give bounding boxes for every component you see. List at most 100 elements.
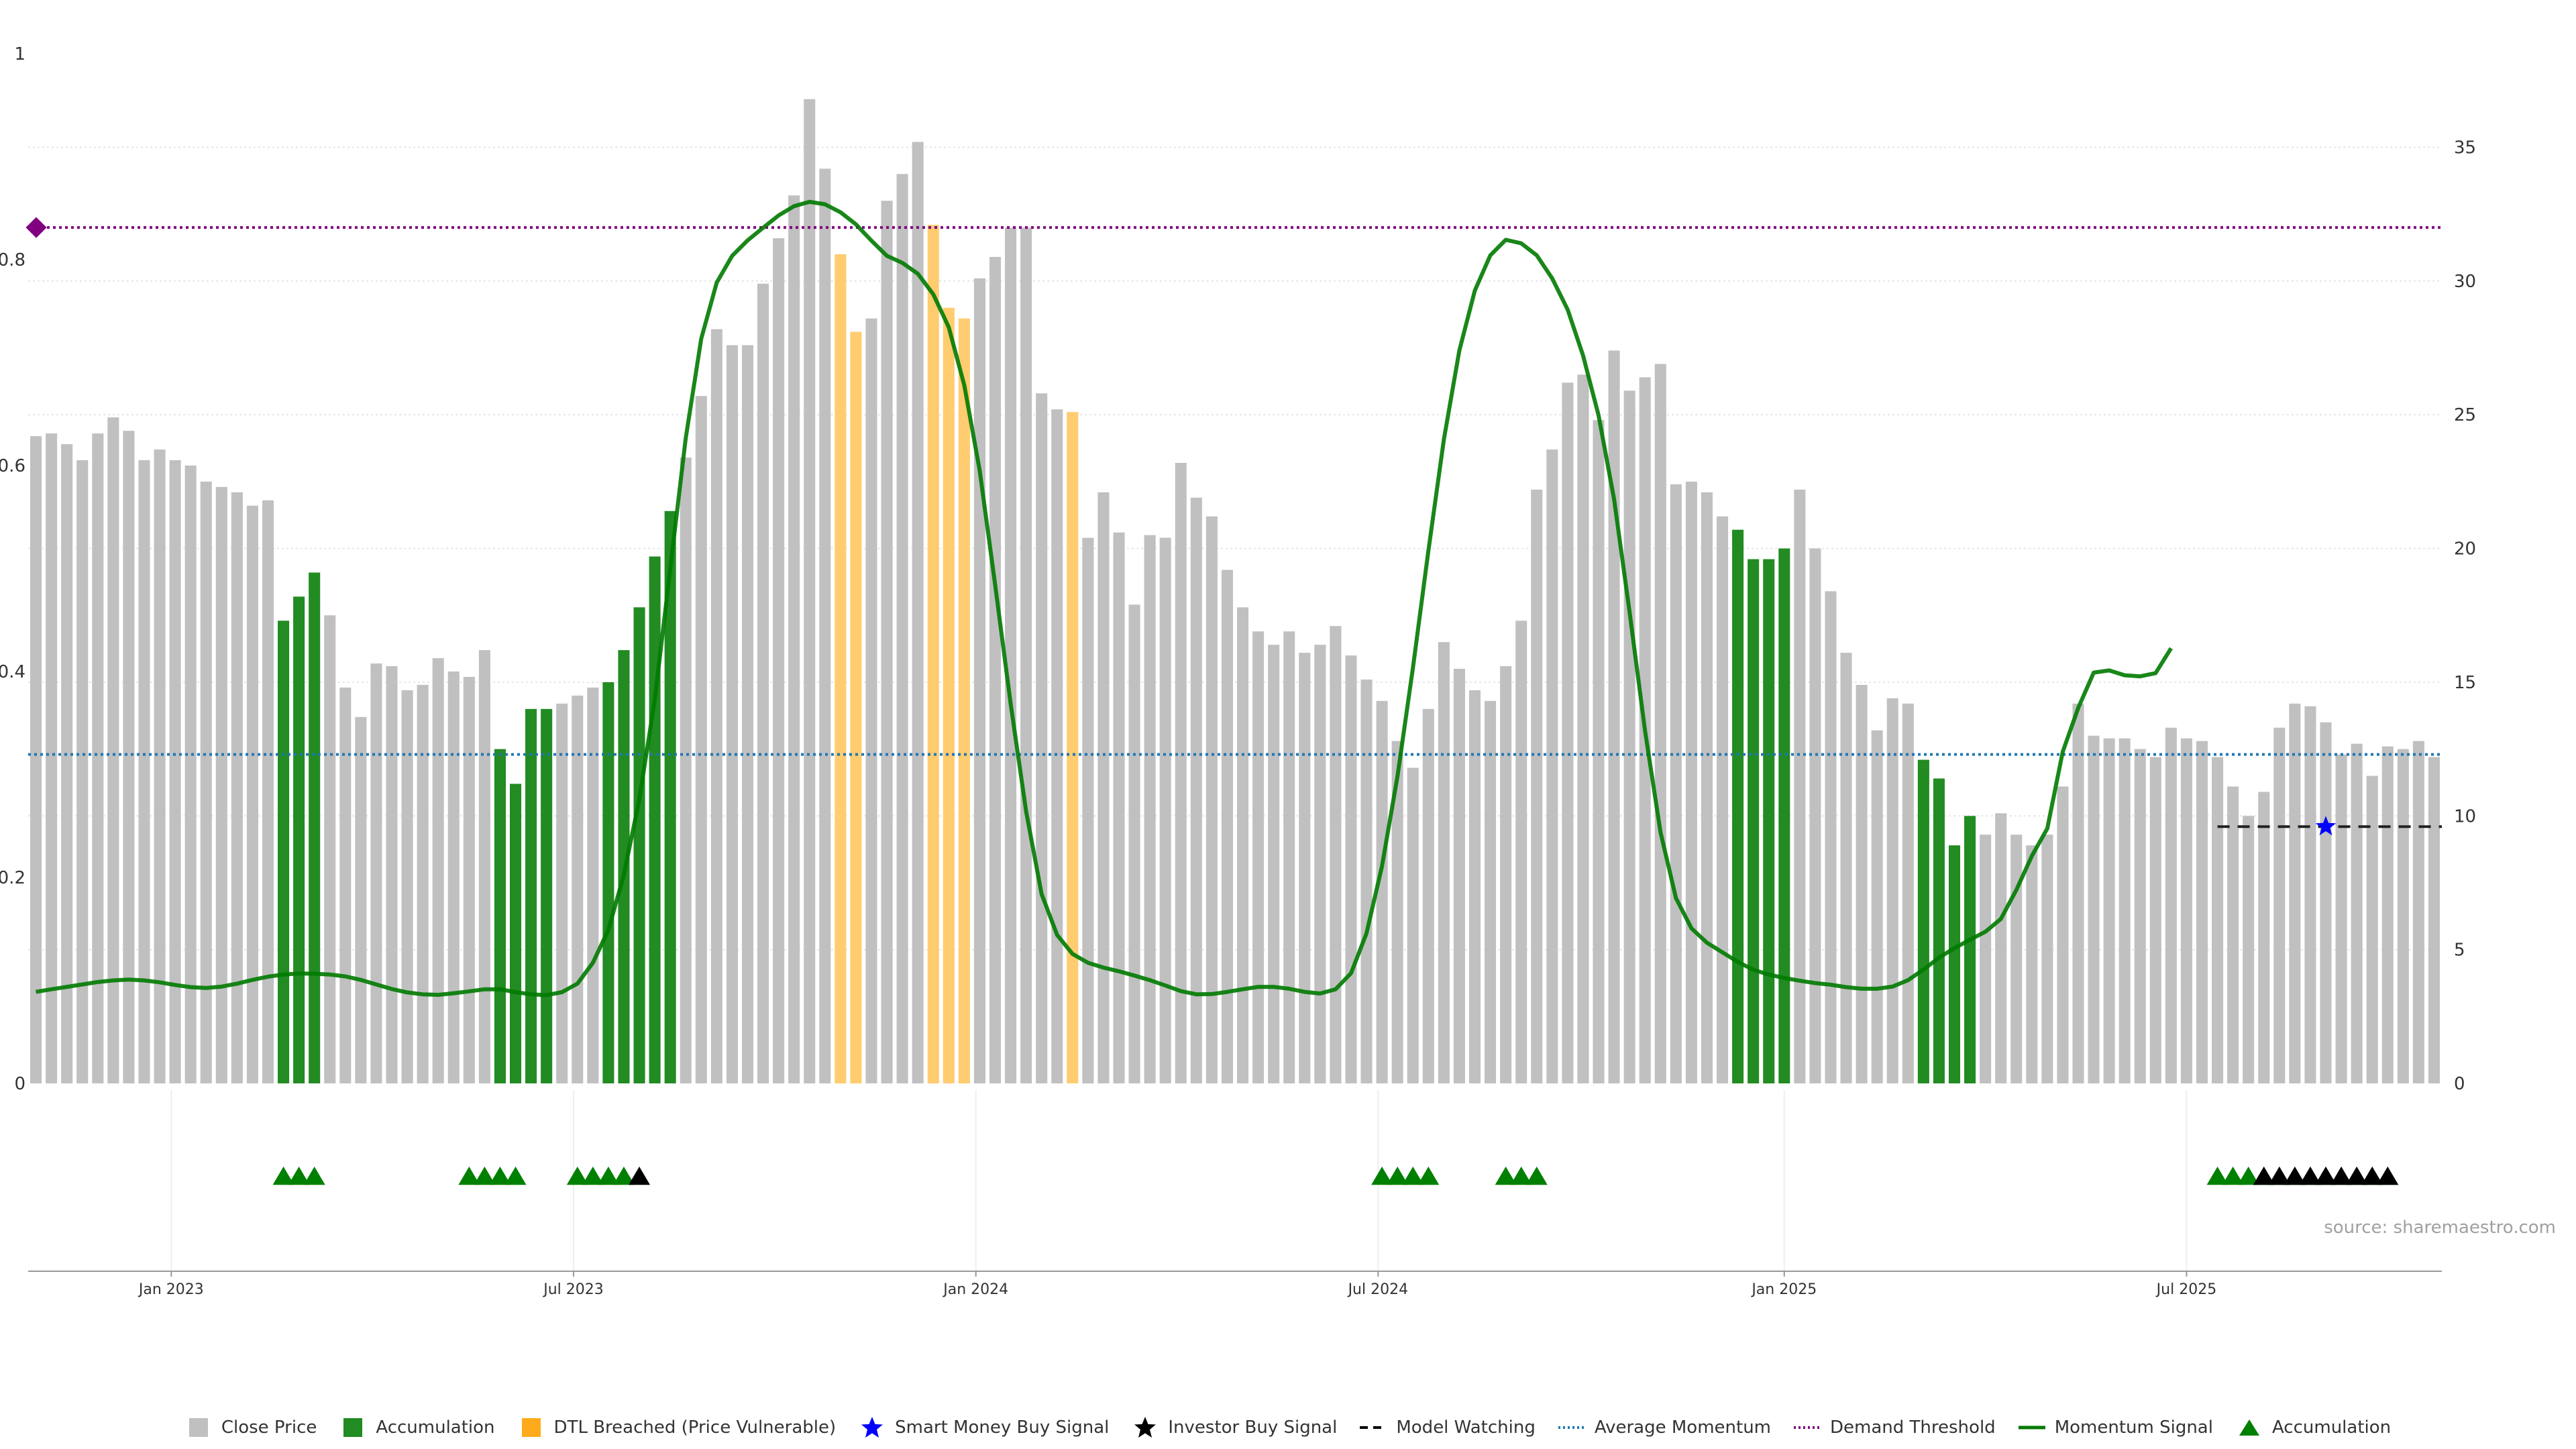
close-price-bar	[463, 676, 475, 1083]
right-axis-tick-label: 15	[2454, 673, 2476, 693]
close-price-bar	[1995, 813, 2007, 1083]
close-price-bar	[1020, 227, 1032, 1083]
close-price-bar	[1886, 698, 1898, 1083]
accumulation-bar	[664, 511, 676, 1083]
close-price-bar	[1283, 631, 1295, 1083]
accumulation-marker	[1495, 1167, 1517, 1185]
close-price-bar	[231, 492, 243, 1083]
close-price-bar	[2180, 738, 2192, 1083]
investor-buy-marker	[2346, 1167, 2368, 1185]
legend-label-demand-threshold: Demand Threshold	[1830, 1417, 1996, 1438]
close-price-bar	[2412, 741, 2424, 1083]
close-price-bar	[1980, 835, 1992, 1083]
momentum-signal-line	[36, 199, 2173, 998]
right-axis-tick-label: 30	[2454, 272, 2476, 292]
close-price-bar	[1608, 350, 1620, 1083]
legend-smart-money: Smart Money Buy Signal	[859, 1417, 1109, 1438]
close-price-bar	[1593, 420, 1605, 1083]
close-price-bar	[819, 168, 831, 1084]
close-price-bar	[912, 142, 924, 1084]
accumulation-marker	[1402, 1167, 1424, 1185]
close-price-bar	[92, 433, 104, 1083]
accumulation-bar	[525, 708, 537, 1083]
close-price-bar	[881, 201, 893, 1084]
close-price-bar	[1856, 684, 1868, 1083]
close-price-bar	[1268, 645, 1280, 1083]
accumulation-marker	[582, 1167, 604, 1185]
close-price-bar	[1097, 492, 1110, 1083]
close-price-bar	[2103, 738, 2115, 1083]
star-icon	[861, 1417, 883, 1438]
left-axis-tick-label: 0	[14, 1074, 25, 1094]
close-price-bar	[741, 345, 754, 1083]
close-price-bar	[1701, 492, 1713, 1083]
investor-buy-marker	[2253, 1167, 2275, 1185]
accumulation-bar	[1778, 548, 1790, 1083]
close-price-bar	[1221, 570, 1234, 1083]
accumulation-marker	[288, 1167, 310, 1185]
accumulation-marker	[1371, 1167, 1393, 1185]
accumulation-marker	[303, 1167, 325, 1185]
left-axis-tick-label: 0.8	[0, 250, 25, 270]
close-price-bar	[1902, 703, 1914, 1083]
investor-buy-marker	[2315, 1167, 2337, 1185]
close-price-bar	[401, 690, 413, 1083]
close-price-bar	[1360, 679, 1373, 1083]
close-price-bar	[2273, 727, 2286, 1083]
close-price-bar	[2428, 757, 2440, 1083]
close-price-bar	[138, 460, 150, 1083]
accumulation-bar	[1748, 559, 1760, 1083]
close-price-bar	[896, 174, 908, 1084]
close-price-bar	[1005, 227, 1017, 1083]
close-price-bar	[2227, 786, 2239, 1083]
legend-swatch-close-price	[189, 1418, 208, 1437]
close-price-bar	[324, 615, 336, 1083]
close-price-bar	[339, 687, 352, 1083]
close-price-bar	[1128, 604, 1140, 1083]
legend-label-momentum-signal: Momentum Signal	[2054, 1417, 2213, 1438]
close-price-bar	[184, 466, 197, 1083]
close-price-bar	[1485, 700, 1497, 1083]
close-price-bar	[1654, 364, 1666, 1083]
close-price-bar	[355, 716, 367, 1083]
close-price-bar	[262, 500, 274, 1083]
close-price-bar	[2134, 749, 2146, 1083]
legend-label-model-watching: Model Watching	[1396, 1417, 1536, 1438]
close-price-bar	[1376, 700, 1388, 1083]
x-axis-tick-label: Jan 2025	[1750, 1281, 1817, 1298]
legend-label-close-price: Close Price	[221, 1417, 317, 1438]
legend-label-average-momentum: Average Momentum	[1594, 1417, 1772, 1438]
close-price-bar	[1577, 374, 1589, 1083]
close-price-bar	[556, 703, 568, 1083]
close-price-bar	[386, 666, 398, 1083]
legend-close-price: Close Price	[185, 1417, 317, 1438]
close-price-bar	[1036, 393, 1048, 1084]
accumulation-marker	[2237, 1167, 2259, 1185]
legend-average-momentum: Average Momentum	[1558, 1417, 1771, 1438]
x-axis-tick-label: Jan 2023	[138, 1281, 204, 1298]
legend-demand-threshold: Demand Threshold	[1794, 1417, 1996, 1438]
legend-momentum-signal: Momentum Signal	[2018, 1417, 2213, 1438]
close-price-bar	[1840, 653, 1852, 1083]
accumulation-marker	[2206, 1167, 2229, 1185]
close-price-bar	[1330, 626, 1342, 1083]
close-price-bar	[447, 672, 460, 1083]
accumulation-bar	[1917, 759, 1929, 1083]
left-axis-tick-label: 0.6	[0, 456, 25, 476]
right-axis-tick-label: 0	[2454, 1074, 2465, 1094]
accumulation-bar	[633, 607, 645, 1083]
close-price-bar	[1453, 669, 1465, 1083]
close-price-bar	[1623, 390, 1635, 1083]
close-price-bar	[1794, 489, 1806, 1083]
close-price-bar	[1345, 655, 1357, 1083]
close-price-bar	[1159, 537, 1171, 1083]
momentum-layer	[36, 199, 2173, 998]
accumulation-bar	[1732, 529, 1744, 1083]
right-axis-tick-label: 20	[2454, 539, 2476, 559]
close-price-bar	[1438, 642, 1450, 1083]
gridlines	[28, 146, 2442, 1271]
close-price-bar	[1716, 516, 1729, 1083]
close-price-bar	[2088, 735, 2100, 1083]
investor-buy-marker	[2284, 1167, 2306, 1185]
